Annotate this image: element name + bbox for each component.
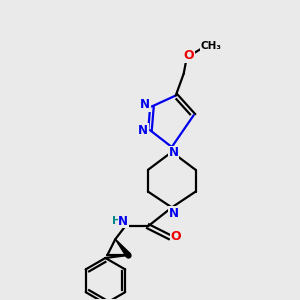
Text: CH₃: CH₃: [201, 41, 222, 51]
Text: O: O: [170, 230, 181, 243]
Text: N: N: [169, 207, 179, 220]
Text: H: H: [112, 216, 121, 226]
Text: O: O: [183, 50, 194, 62]
Text: N: N: [169, 146, 179, 160]
Text: N: N: [140, 98, 150, 111]
Text: N: N: [118, 215, 128, 228]
Polygon shape: [115, 239, 130, 256]
Text: N: N: [138, 124, 148, 137]
